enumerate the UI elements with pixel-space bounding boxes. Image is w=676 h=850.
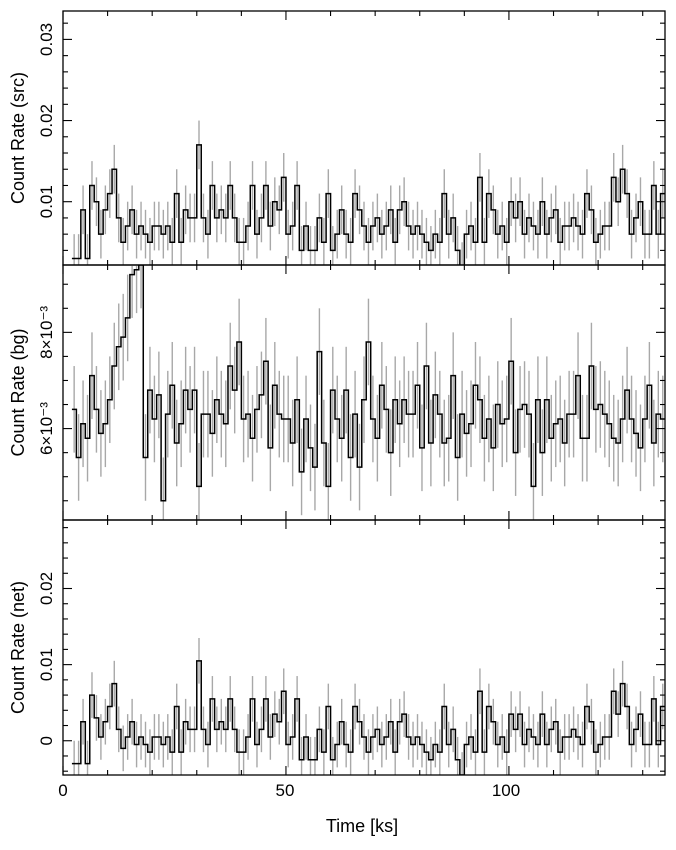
x-tick-label: 0: [58, 781, 67, 800]
y-axis-title-src: Count Rate (src): [8, 72, 28, 204]
series-line-src: [71, 144, 665, 265]
series-line-bg: [71, 265, 665, 502]
y-tick-label: 0.03: [37, 23, 56, 56]
y-tick-label: 0: [37, 736, 56, 745]
y-tick-label: 6×10⁻³: [37, 402, 56, 455]
x-axis-title: Time [ks]: [326, 816, 398, 836]
x-tick-label: 50: [276, 781, 295, 800]
panel-src: 0.01 0.02 0.03 Count Rate (src): [8, 10, 666, 266]
y-tick-label: 0.01: [37, 648, 56, 681]
plot-area-net: [71, 637, 665, 775]
panel-bg: 6×10⁻³ 8×10⁻³ Count Rate (bg): [8, 264, 666, 521]
y-axis-title-bg: Count Rate (bg): [8, 328, 28, 456]
y-tick-label: 0.02: [37, 572, 56, 605]
plot-area-bg: [71, 265, 665, 520]
series-line-net: [71, 660, 665, 775]
y-tick-label: 0.01: [37, 185, 56, 218]
y-axis-title-net: Count Rate (net): [8, 581, 28, 714]
y-tick-label: 0.02: [37, 104, 56, 137]
x-tick-label: 100: [492, 781, 520, 800]
panel-frame: [62, 519, 666, 776]
plot-area-src: [71, 120, 665, 265]
y-tick-label: 8×10⁻³: [37, 306, 56, 359]
panel-net: 0 0.01 0.02 Count Rate (net): [8, 519, 666, 776]
